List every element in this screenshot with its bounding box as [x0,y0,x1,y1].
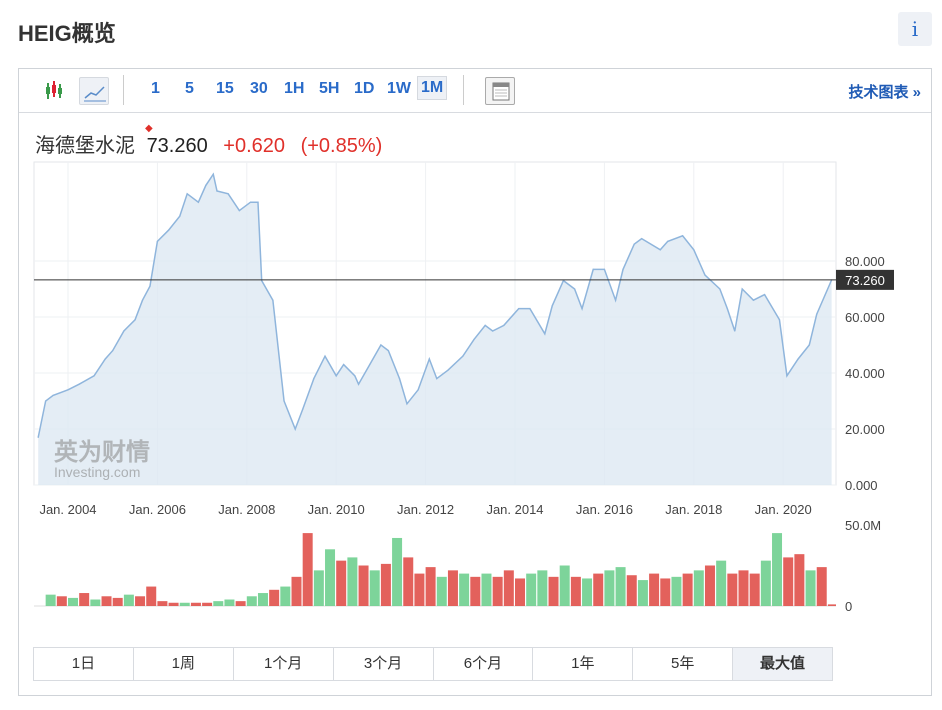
interval-1m[interactable]: 1M [417,76,448,100]
chart-panel: 1 5 15 30 1H 5H 1D 1W 1M 技术图表 » 海德堡水泥 73… [18,68,932,696]
price-change-pct: (+0.85%) [300,135,383,157]
page-title: HEIG概览 [18,21,116,46]
interval-1[interactable]: 1 [151,80,160,97]
stock-price: 73.260 [146,135,208,157]
chart-toolbar: 1 5 15 30 1H 5H 1D 1W 1M 技术图表 » [19,69,931,113]
interval-30[interactable]: 30 [250,80,268,97]
interval-1d[interactable]: 1D [354,80,375,97]
range-1d[interactable]: 1日 [34,648,134,680]
price-change: +0.620 [223,135,286,157]
range-1y[interactable]: 1年 [533,648,634,680]
interval-5h[interactable]: 5H [319,80,340,97]
stock-name: 海德堡水泥 [35,135,135,157]
info-icon[interactable]: i [898,12,932,46]
divider [463,75,464,105]
market-status-icon: ◆ [145,123,153,134]
calendar-table-icon[interactable] [485,77,515,105]
range-5y[interactable]: 5年 [633,648,734,680]
technical-chart-link[interactable]: 技术图表 » [848,84,921,101]
range-3m[interactable]: 3个月 [334,648,434,680]
range-selector: 1日 1周 1个月 3个月 6个月 1年 5年 最大值 [33,647,833,681]
range-1w[interactable]: 1周 [134,648,234,680]
range-max[interactable]: 最大值 [733,648,832,680]
divider [123,75,124,105]
interval-5[interactable]: 5 [185,80,194,97]
candlestick-icon[interactable] [39,77,69,105]
interval-15[interactable]: 15 [216,80,234,97]
quote-line: 海德堡水泥 73.260 +0.620 (+0.85%) [35,129,382,158]
range-6m[interactable]: 6个月 [434,648,534,680]
range-1m[interactable]: 1个月 [234,648,334,680]
line-chart-icon[interactable] [79,77,109,105]
interval-1h[interactable]: 1H [284,80,305,97]
interval-1w[interactable]: 1W [387,80,411,97]
